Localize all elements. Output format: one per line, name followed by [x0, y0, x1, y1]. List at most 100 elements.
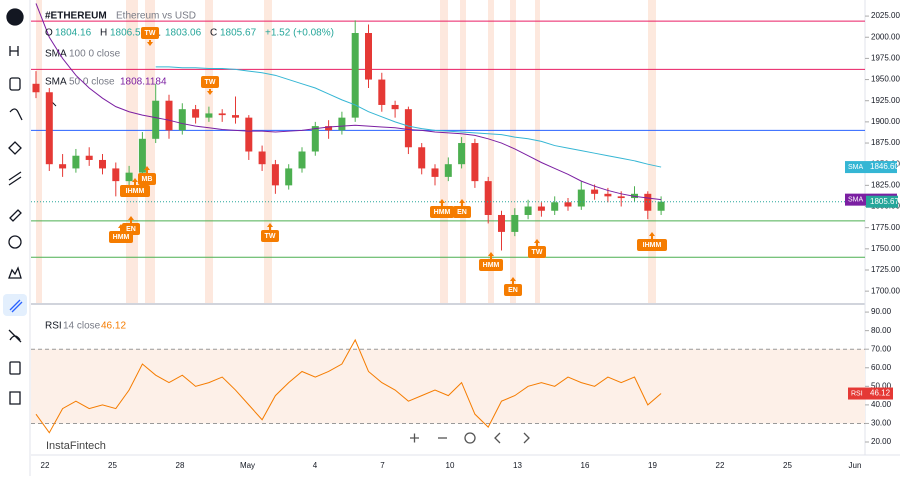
pattern-label: EN: [457, 209, 467, 216]
pattern-label: HMM: [434, 209, 451, 216]
change: +1.52 (+0.08%): [265, 28, 334, 39]
x-tick-label: 4: [313, 461, 318, 470]
pattern-arrow: [118, 224, 124, 231]
pattern-label: TW: [265, 233, 276, 240]
rsi-value: 46.12: [101, 321, 126, 332]
candle-body: [271, 164, 279, 186]
candle-body: [311, 126, 319, 152]
candle-body: [152, 100, 160, 139]
pattern-label: EN: [508, 287, 518, 294]
zoom-controls: [410, 432, 530, 444]
watermark: InstaFintech: [46, 440, 106, 452]
rsi-badge: [848, 387, 893, 400]
y-tick-label: 1925.00: [871, 96, 900, 105]
y-tick-label: 2025.00: [871, 11, 900, 20]
x-tick-label: 16: [581, 461, 590, 470]
y-tick-label: 1825.00: [871, 180, 900, 189]
pattern-label: HMM: [113, 234, 130, 241]
ohlc-key: H: [100, 28, 107, 39]
candle-body: [258, 151, 266, 165]
candle-body: [245, 117, 253, 152]
candle-body: [178, 109, 186, 131]
y-tick-label: 60.00: [871, 363, 892, 372]
candle-body: [285, 168, 293, 186]
pattern-box: [109, 231, 133, 243]
candle-body: [125, 172, 133, 182]
y-tick-label: 90.00: [871, 307, 892, 316]
pattern-box: [528, 246, 546, 258]
tool-forecast[interactable]: [8, 171, 22, 186]
tool-emoji[interactable]: [8, 235, 22, 249]
tool-magnet[interactable]: [9, 299, 23, 313]
y-tick-label: 1700.00: [871, 286, 900, 295]
rsi-band: [31, 349, 865, 424]
tool-measure[interactable]: [8, 266, 22, 279]
pattern-box: [637, 239, 667, 251]
candle-body: [99, 159, 106, 169]
candle-body: [644, 193, 652, 211]
candle-body: [72, 155, 80, 169]
pattern-box: [141, 27, 159, 39]
candle-body: [351, 33, 359, 118]
candle-body: [165, 100, 173, 131]
sma100-label: SMA: [45, 49, 67, 60]
pattern-arrow: [510, 277, 516, 284]
candle-body: [218, 113, 226, 116]
candle-body: [498, 214, 505, 232]
pattern-box: [201, 76, 219, 88]
pattern-box: [120, 185, 150, 197]
rsi-badge-name: RSI: [851, 390, 863, 397]
logo[interactable]: [6, 8, 24, 26]
x-tick-label: May: [240, 461, 255, 470]
pattern-arrow: [649, 232, 655, 239]
y-tick-label: 1750.00: [871, 244, 900, 253]
description: Ethereum vs USD: [116, 11, 196, 22]
candle-body: [604, 193, 612, 197]
rsi-badge-value: 46.12: [870, 389, 891, 398]
price-badge-value: 1846.60: [870, 162, 899, 171]
price-badge-name: SMA: [848, 196, 864, 203]
candle-body: [591, 189, 599, 194]
candle-body: [205, 113, 213, 118]
pattern-arrow: [132, 178, 138, 185]
candle-body: [232, 115, 239, 118]
tool-crosshair[interactable]: [9, 46, 19, 56]
pattern-arrow: [267, 223, 273, 230]
y-tick-label: 2000.00: [871, 32, 900, 41]
x-tick-label: 7: [380, 461, 385, 470]
scroll-right[interactable]: [523, 432, 530, 444]
candle-body: [112, 168, 120, 182]
reset[interactable]: [464, 432, 476, 444]
ohlc-value: 1806.58: [110, 28, 147, 39]
candle-body: [404, 109, 412, 148]
candle-body: [431, 168, 439, 177]
tool-hide[interactable]: [8, 329, 22, 343]
pattern-arrow: [534, 239, 540, 246]
rsi-params: 14 close: [63, 321, 101, 332]
tool-trend[interactable]: [9, 77, 21, 91]
tool-pattern[interactable]: [8, 141, 22, 155]
candle-body: [657, 201, 665, 211]
pattern-arrow: [144, 166, 150, 173]
candle-body: [298, 151, 306, 169]
candle-body: [471, 143, 479, 182]
tool-lock[interactable]: [9, 391, 21, 405]
tool-brush[interactable]: [9, 209, 22, 222]
sma50-params: 50 0 close: [69, 77, 115, 88]
tool-delete[interactable]: [9, 361, 21, 375]
candle-body: [617, 196, 625, 199]
candle-body: [444, 164, 452, 177]
y-tick-label: 1725.00: [871, 265, 900, 274]
zoom-in[interactable]: [410, 433, 419, 443]
x-tick-label: 22: [41, 461, 50, 470]
candle-body: [192, 109, 200, 118]
ohlc-value: 1805.67: [220, 28, 257, 39]
candle-body: [378, 79, 386, 105]
candle-body: [59, 164, 67, 169]
scroll-left[interactable]: [494, 432, 501, 444]
y-tick-label: 1975.00: [871, 54, 900, 63]
price-badge-name: SMA: [848, 164, 864, 171]
y-tick-label: 20.00: [871, 437, 892, 446]
tool-fib[interactable]: [9, 108, 23, 121]
